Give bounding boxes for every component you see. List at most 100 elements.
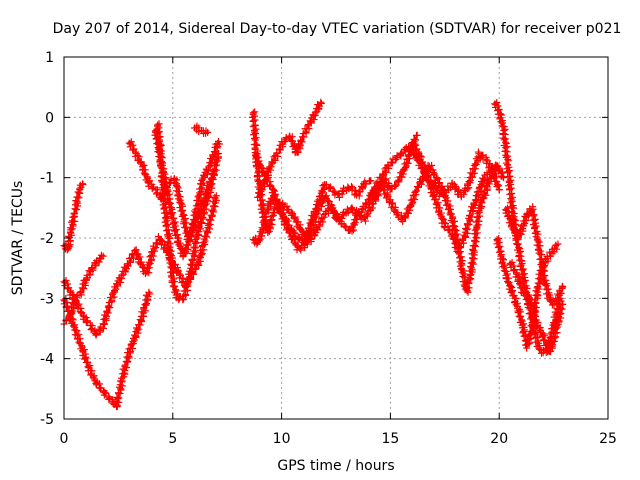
data-point <box>131 331 139 339</box>
data-point <box>136 159 144 167</box>
x-tick-label: 0 <box>60 431 69 447</box>
data-point <box>527 300 535 308</box>
data-layer <box>60 98 567 411</box>
data-point <box>200 238 208 246</box>
data-point <box>82 359 90 367</box>
data-point <box>380 186 388 194</box>
x-tick-label: 5 <box>168 431 177 447</box>
data-point <box>139 312 147 320</box>
data-point <box>436 211 444 219</box>
data-point <box>181 214 189 222</box>
data-point <box>80 285 88 293</box>
data-point <box>136 259 144 267</box>
data-point <box>448 231 456 239</box>
data-point <box>517 230 525 238</box>
data-point <box>535 325 543 333</box>
data-point <box>197 251 205 259</box>
data-point <box>195 255 203 263</box>
data-point <box>175 234 183 242</box>
data-point <box>401 164 409 172</box>
data-point <box>420 163 428 171</box>
data-point <box>528 305 536 313</box>
data-point <box>177 199 185 207</box>
data-point <box>465 178 473 186</box>
data-point <box>251 130 259 138</box>
data-point <box>328 205 336 213</box>
data-point <box>164 242 172 250</box>
data-point <box>408 200 416 208</box>
data-point <box>475 217 483 225</box>
data-point <box>99 252 107 260</box>
data-point <box>500 174 508 182</box>
data-point <box>211 195 219 203</box>
data-point <box>148 185 156 193</box>
data-point <box>175 241 183 249</box>
data-point <box>499 263 507 271</box>
data-point <box>507 180 515 188</box>
data-point <box>72 326 80 334</box>
data-point <box>210 148 218 156</box>
data-point <box>527 328 535 336</box>
data-point <box>306 226 314 234</box>
data-point <box>353 215 361 223</box>
data-point <box>209 167 217 175</box>
data-point <box>384 162 392 170</box>
data-point <box>140 161 148 169</box>
data-point <box>118 374 126 382</box>
data-point <box>122 358 130 366</box>
data-point <box>143 300 151 308</box>
data-point <box>273 150 281 158</box>
data-point <box>471 161 479 169</box>
data-point <box>204 128 212 136</box>
data-point <box>69 222 77 230</box>
x-tick-label: 25 <box>599 431 617 447</box>
data-point <box>534 237 542 245</box>
data-point <box>430 170 438 178</box>
data-point <box>175 195 183 203</box>
data-point <box>482 191 490 199</box>
data-point <box>140 305 148 313</box>
data-point <box>321 193 329 201</box>
data-point <box>99 320 107 328</box>
data-point <box>75 300 83 308</box>
data-point <box>173 183 181 191</box>
data-point <box>508 287 516 295</box>
data-point <box>251 136 259 144</box>
y-tick-label: -5 <box>40 412 54 428</box>
data-point <box>472 234 480 242</box>
data-point <box>510 204 518 212</box>
data-point <box>293 148 301 156</box>
data-point <box>434 175 442 183</box>
data-point <box>207 175 215 183</box>
data-point <box>198 176 206 184</box>
data-point <box>210 202 218 210</box>
data-point <box>317 99 325 107</box>
data-point <box>163 217 171 225</box>
data-point <box>494 182 502 190</box>
data-point <box>347 205 355 213</box>
data-point <box>129 344 137 352</box>
data-point <box>439 215 447 223</box>
y-tick-label: 1 <box>45 50 54 66</box>
data-point <box>171 178 179 186</box>
data-point <box>468 173 476 181</box>
data-point <box>209 152 217 160</box>
data-point <box>442 201 450 209</box>
series-track-7 <box>151 126 223 261</box>
x-tick-label: 10 <box>273 431 291 447</box>
data-point <box>266 181 274 189</box>
y-tick-label: -2 <box>40 231 54 247</box>
y-tick-label: -1 <box>40 171 54 187</box>
data-point <box>322 180 330 188</box>
y-axis-label: SDTVAR / TECUs <box>10 181 26 296</box>
data-point <box>392 155 400 163</box>
data-point <box>84 317 92 325</box>
data-point <box>554 240 562 248</box>
data-point <box>411 188 419 196</box>
data-point <box>412 187 420 195</box>
data-point <box>146 253 154 261</box>
data-point <box>423 167 431 175</box>
data-point <box>397 149 405 157</box>
data-point <box>495 186 503 194</box>
data-point <box>436 204 444 212</box>
